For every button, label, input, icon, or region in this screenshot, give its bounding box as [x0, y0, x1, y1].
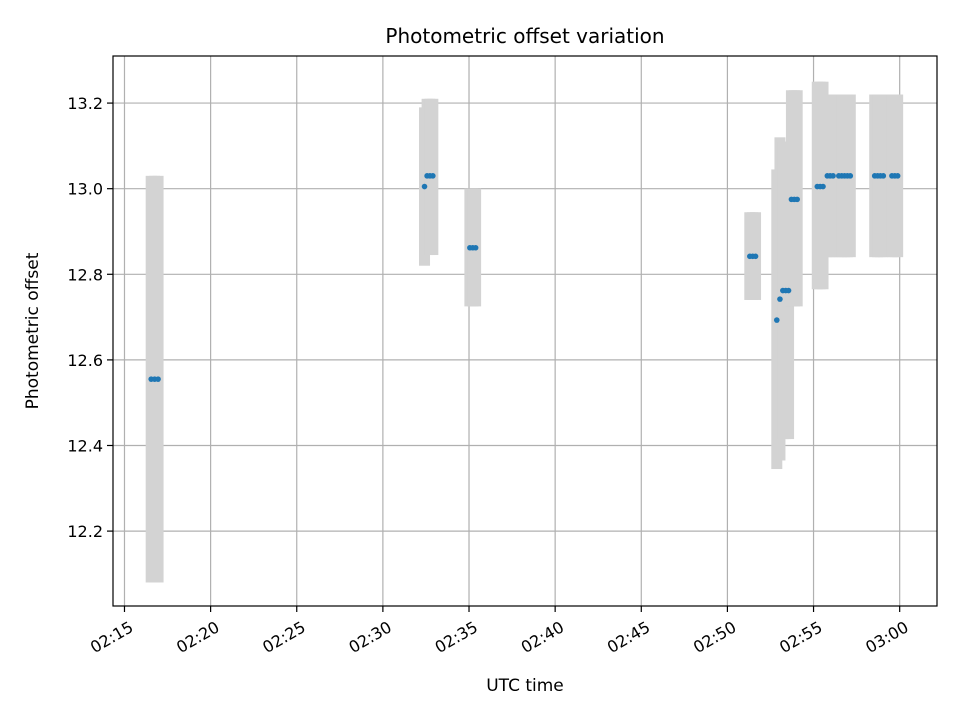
data-point	[473, 245, 479, 251]
data-point	[830, 173, 836, 179]
data-point	[786, 288, 792, 294]
y-tick-label: 12.6	[67, 351, 103, 370]
data-point	[422, 184, 428, 190]
data-point	[777, 296, 783, 302]
data-point	[155, 376, 161, 382]
y-tick-label: 13.0	[67, 180, 103, 199]
data-point	[794, 197, 800, 203]
data-point	[430, 173, 436, 179]
y-tick-label: 12.2	[67, 522, 103, 541]
data-point	[774, 317, 780, 323]
y-tick-label: 12.4	[67, 436, 103, 455]
chart-title: Photometric offset variation	[385, 24, 664, 48]
y-tick-label: 12.8	[67, 265, 103, 284]
data-point	[820, 184, 826, 190]
data-point	[895, 173, 901, 179]
data-point	[753, 254, 759, 260]
y-axis-label: Photometric offset	[23, 252, 43, 409]
y-tick-label: 13.2	[67, 94, 103, 113]
data-point	[881, 173, 887, 179]
x-axis-label: UTC time	[486, 676, 564, 696]
data-point	[847, 173, 853, 179]
